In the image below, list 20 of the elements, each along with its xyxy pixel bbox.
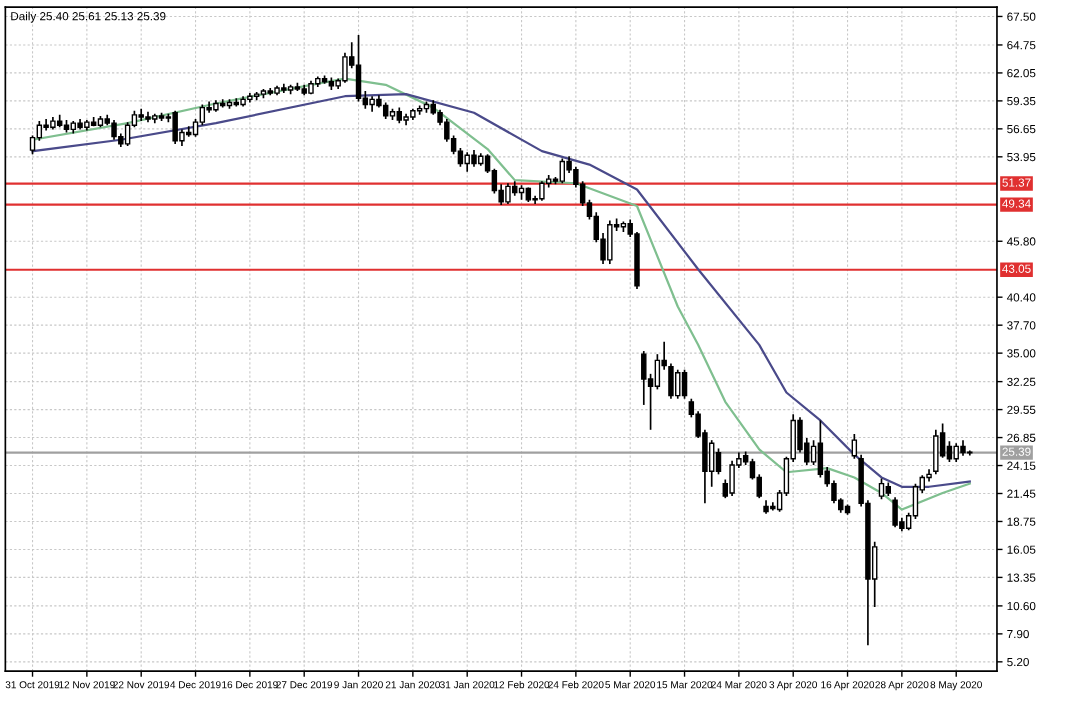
candlestick	[681, 368, 688, 400]
candlestick	[817, 419, 824, 479]
candlestick	[729, 460, 735, 497]
candlestick	[539, 180, 545, 202]
candlestick	[124, 121, 131, 147]
candlestick	[559, 157, 566, 185]
candlestick	[607, 219, 613, 265]
candlestick	[464, 151, 470, 173]
candlestick	[933, 428, 939, 476]
candlestick	[172, 109, 178, 145]
candlestick	[111, 119, 117, 141]
candlestick	[878, 477, 885, 501]
candlestick	[892, 496, 898, 529]
candlestick	[675, 368, 681, 400]
candlestick	[708, 439, 715, 488]
candlestick	[953, 442, 959, 463]
candlestick	[199, 103, 206, 127]
candlestick	[505, 182, 511, 205]
candlestick	[355, 34, 362, 103]
candlestick	[715, 447, 722, 476]
